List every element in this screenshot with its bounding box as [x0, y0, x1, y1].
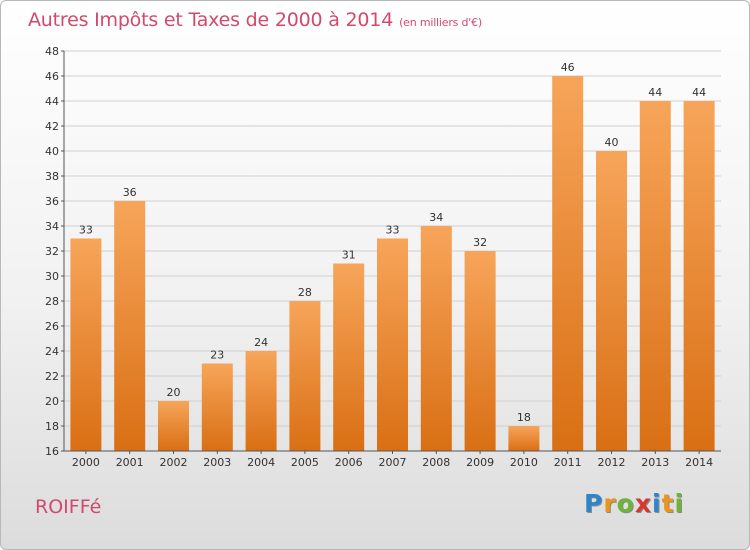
y-tick-label: 26	[45, 320, 59, 333]
bar	[70, 238, 102, 451]
x-tick-label: 2004	[247, 456, 275, 469]
bar-value-label: 24	[254, 336, 268, 349]
bar-value-label: 33	[79, 224, 93, 237]
bar-value-label: 18	[517, 411, 531, 424]
x-tick-label: 2009	[466, 456, 494, 469]
y-tick-label: 40	[45, 145, 59, 158]
y-tick-label: 34	[45, 220, 59, 233]
bar-value-label: 32	[473, 236, 487, 249]
y-tick-label: 36	[45, 195, 59, 208]
bar	[464, 251, 496, 451]
y-tick-label: 42	[45, 120, 59, 133]
y-tick-label: 30	[45, 270, 59, 283]
bar-value-label: 44	[648, 86, 662, 99]
y-tick-label: 24	[45, 345, 59, 358]
commune-name: ROIFFé	[35, 496, 102, 518]
y-tick-label: 18	[45, 420, 59, 433]
y-tick-label: 28	[45, 295, 59, 308]
x-tick-label: 2003	[203, 456, 231, 469]
y-tick-label: 22	[45, 370, 59, 383]
y-tick-label: 44	[45, 95, 59, 108]
bar-value-label: 20	[167, 386, 181, 399]
x-tick-label: 2000	[72, 456, 100, 469]
bar	[683, 101, 715, 451]
x-tick-label: 2013	[641, 456, 669, 469]
bar	[552, 76, 584, 451]
bar	[289, 301, 321, 451]
chart-subtitle: (en milliers d'€)	[399, 16, 482, 29]
bar-value-label: 23	[210, 349, 224, 362]
bar	[639, 101, 671, 451]
x-tick-label: 2006	[335, 456, 363, 469]
y-tick-label: 32	[45, 245, 59, 258]
bar	[333, 263, 365, 451]
bar-value-label: 34	[429, 211, 443, 224]
bar-value-label: 36	[123, 186, 137, 199]
y-tick-label: 16	[45, 445, 59, 458]
bar	[508, 426, 540, 451]
y-tick-label: 38	[45, 170, 59, 183]
bar	[114, 201, 146, 451]
bar	[377, 238, 408, 451]
x-tick-label: 2014	[685, 456, 713, 469]
y-tick-label: 48	[45, 45, 59, 58]
x-tick-label: 2011	[554, 456, 582, 469]
y-tick-label: 20	[45, 395, 59, 408]
x-tick-label: 2008	[422, 456, 450, 469]
y-tick-label: 46	[45, 70, 59, 83]
x-tick-label: 2001	[116, 456, 144, 469]
x-tick-label: 2005	[291, 456, 319, 469]
x-tick-label: 2010	[510, 456, 538, 469]
chart-title: Autres Impôts et Taxes de 2000 à 2014 (en…	[28, 9, 482, 31]
chart-title-text: Autres Impôts et Taxes de 2000 à 2014	[28, 9, 394, 31]
bar	[420, 226, 452, 451]
x-tick-label: 2002	[160, 456, 188, 469]
bar-value-label: 33	[386, 224, 400, 237]
x-tick-label: 2012	[598, 456, 626, 469]
x-tick-label: 2007	[379, 456, 407, 469]
bar	[245, 351, 277, 451]
bar	[201, 363, 233, 451]
bar	[596, 151, 627, 451]
bar-value-label: 44	[692, 86, 706, 99]
bar-value-label: 28	[298, 286, 312, 299]
bar-value-label: 31	[342, 249, 356, 262]
bar-value-label: 40	[605, 136, 619, 149]
bar-value-label: 46	[561, 61, 575, 74]
bar	[158, 401, 189, 451]
proxiti-logo[interactable]: Proxiti	[584, 489, 685, 518]
